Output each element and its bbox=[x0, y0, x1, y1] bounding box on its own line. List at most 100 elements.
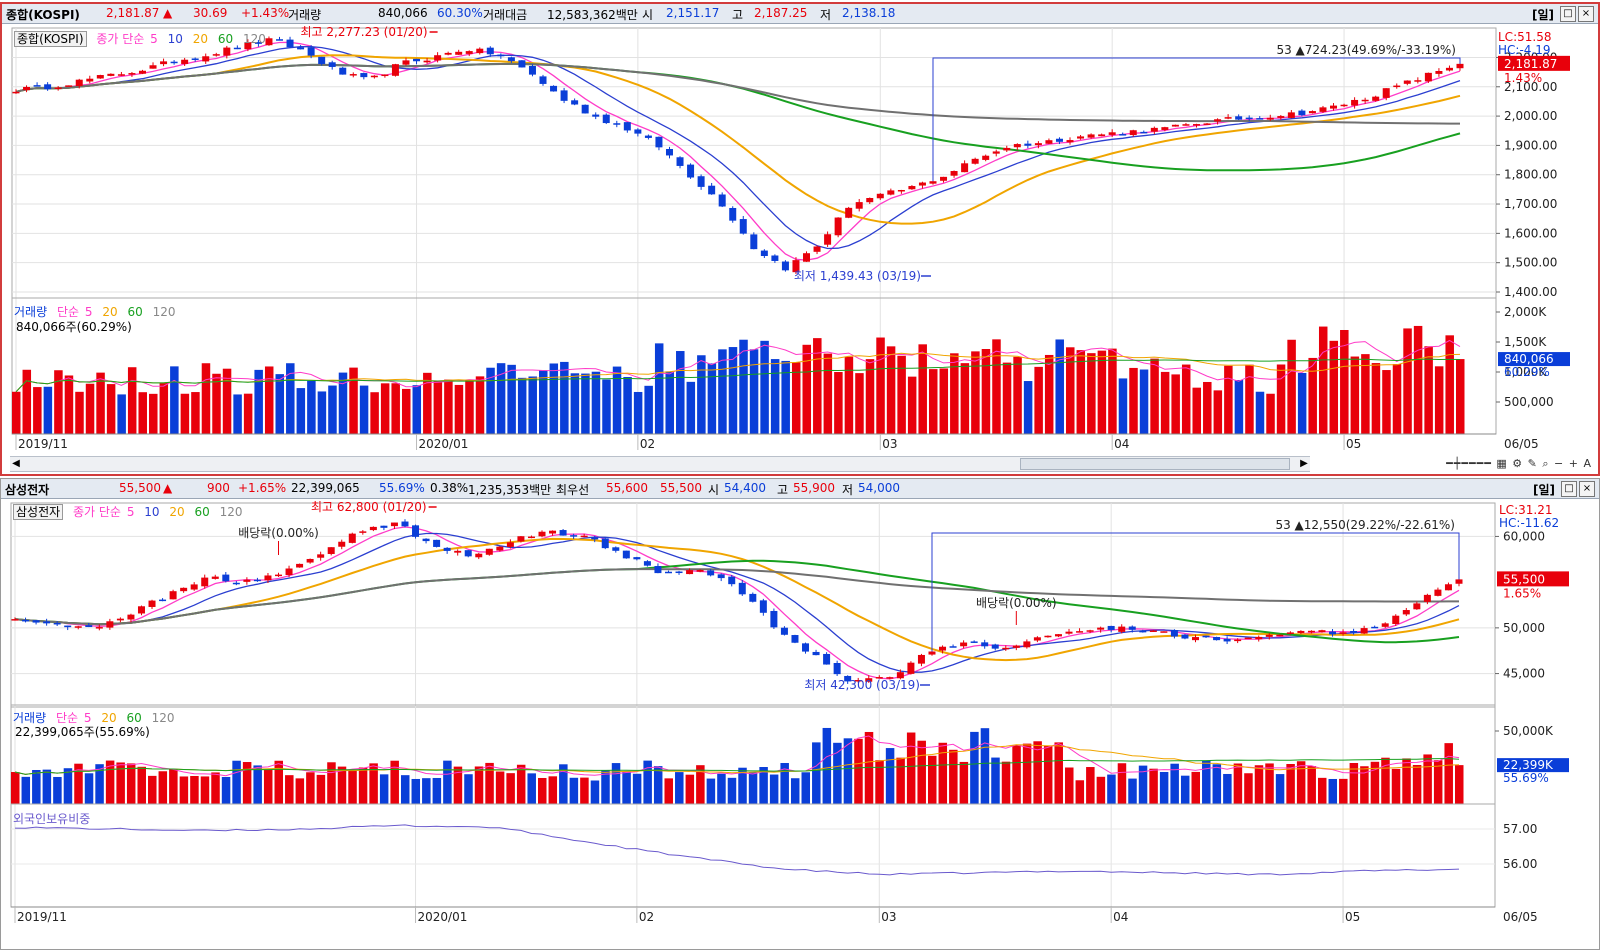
candle-body bbox=[1414, 80, 1422, 82]
volume-bar bbox=[138, 392, 147, 434]
candle-body bbox=[454, 550, 462, 553]
price-tag: 2,181.87 bbox=[1504, 57, 1557, 71]
candle-body bbox=[1318, 630, 1326, 633]
volume-bar bbox=[791, 362, 801, 434]
volume-bar bbox=[748, 772, 758, 804]
volume-bar bbox=[116, 762, 125, 804]
volume-bar bbox=[159, 383, 169, 434]
period-button[interactable]: [일] bbox=[1532, 483, 1555, 497]
candle-body bbox=[223, 47, 231, 56]
price-tick-label: 1,600.00 bbox=[1504, 226, 1557, 240]
volume-bar bbox=[602, 379, 611, 434]
kospi-scrollbar[interactable]: ◀ ▶ bbox=[10, 456, 1310, 472]
volume-legend-ma60: 60 bbox=[126, 711, 142, 725]
x-axis-date-label: 06/05 bbox=[1503, 910, 1538, 924]
volume-bar bbox=[43, 386, 53, 434]
dividend-annotation: 배당락(0.00%) bbox=[238, 526, 319, 540]
window-controls: □ × bbox=[1558, 5, 1594, 22]
candle-body bbox=[95, 627, 103, 629]
candle-body bbox=[85, 625, 93, 628]
candle-body bbox=[443, 547, 451, 551]
close-icon[interactable]: × bbox=[1579, 481, 1595, 497]
volume-bar bbox=[474, 766, 484, 804]
volume-bar bbox=[432, 777, 442, 804]
candle-body bbox=[918, 182, 926, 186]
restore-icon[interactable]: □ bbox=[1561, 481, 1577, 497]
volume-bar bbox=[696, 765, 705, 804]
volume-bar bbox=[790, 778, 800, 804]
lc-value: LC:51.58 bbox=[1498, 30, 1552, 44]
volume-bar bbox=[1339, 778, 1348, 804]
ma120-line bbox=[14, 568, 1459, 626]
volume-bar bbox=[12, 391, 21, 434]
candle-body bbox=[212, 54, 220, 56]
volume-bar bbox=[528, 376, 537, 434]
candle-body bbox=[1350, 631, 1358, 633]
range-annotation: 53 ▲12,550(29.22%/-22.61%) bbox=[1275, 518, 1455, 532]
scroll-thumb[interactable] bbox=[1020, 458, 1290, 470]
volume-bar bbox=[1392, 364, 1402, 434]
volume-bar bbox=[664, 778, 673, 804]
high-label: 고 bbox=[732, 8, 744, 22]
candle-body bbox=[244, 42, 252, 50]
volume-bar bbox=[855, 373, 864, 434]
volume-bar bbox=[254, 369, 263, 434]
volume-bar bbox=[1223, 773, 1232, 804]
candle-body bbox=[982, 155, 990, 160]
volume-bar bbox=[770, 359, 780, 434]
volume-bar bbox=[105, 760, 115, 804]
candle-body bbox=[1054, 634, 1062, 637]
candle-body bbox=[623, 122, 631, 131]
x-axis-label: 05 bbox=[1346, 437, 1361, 451]
volume-bar bbox=[390, 760, 399, 804]
zoom-slider-icon[interactable]: ━┿━━━━ bbox=[1446, 457, 1492, 470]
candle-body bbox=[306, 558, 314, 563]
volume-ma60-line bbox=[15, 358, 1461, 393]
volume-bar bbox=[242, 762, 252, 804]
scroll-right-icon[interactable]: ▶ bbox=[1300, 458, 1308, 469]
dividend-annotation: 배당락(0.00%) bbox=[976, 596, 1057, 610]
symbol-name[interactable]: 종합(KOSPI) bbox=[6, 8, 80, 22]
tool-grid-icon[interactable]: ▦ bbox=[1496, 457, 1508, 470]
volume-bar bbox=[1254, 765, 1264, 804]
legend-ma5: 5 bbox=[150, 32, 158, 46]
volume-legend-ma-label: 단순 bbox=[56, 305, 80, 319]
legend-symbol-tag[interactable]: 삼성전자 bbox=[13, 504, 64, 520]
scroll-left-icon[interactable]: ◀ bbox=[12, 458, 20, 469]
volume-bar bbox=[591, 371, 601, 434]
restore-icon[interactable]: □ bbox=[1560, 6, 1576, 22]
volume-bar bbox=[1456, 359, 1465, 434]
tool-settings-icon[interactable]: ⚙ bbox=[1512, 457, 1524, 470]
volume-bar bbox=[1412, 765, 1422, 804]
period-button[interactable]: [일] bbox=[1531, 8, 1554, 22]
candle-body bbox=[359, 531, 367, 533]
price-change: 30.69 bbox=[193, 6, 228, 20]
zoom-in-icon[interactable]: + bbox=[1568, 457, 1579, 470]
x-axis-label: 05 bbox=[1345, 910, 1360, 924]
legend-symbol-tag[interactable]: 종합(KOSPI) bbox=[14, 31, 87, 47]
auto-scale-icon[interactable]: A bbox=[1583, 457, 1592, 470]
volume-bar bbox=[85, 383, 95, 434]
x-axis-label: 03 bbox=[882, 437, 897, 451]
volume-bar bbox=[1329, 340, 1339, 434]
legend-ma-label: 종가 단순 bbox=[73, 505, 121, 519]
candle-body bbox=[834, 217, 842, 236]
symbol-name[interactable]: 삼성전자 bbox=[5, 483, 50, 497]
candle-body bbox=[391, 64, 399, 76]
candle-body bbox=[1076, 631, 1084, 633]
candle-body bbox=[1435, 70, 1443, 74]
current-price: 2,181.87 bbox=[106, 6, 160, 20]
volume-bar bbox=[1424, 346, 1433, 434]
volume-bar bbox=[960, 363, 970, 434]
close-icon[interactable]: × bbox=[1578, 6, 1594, 22]
tool-draw-icon[interactable]: ✎ bbox=[1527, 457, 1538, 470]
volume-bar bbox=[1391, 768, 1401, 804]
volume-ratio: 55.69% bbox=[379, 481, 425, 495]
candle-body bbox=[254, 42, 262, 44]
tool-magnify-icon[interactable]: ⌕ bbox=[1542, 457, 1550, 470]
candle-body bbox=[970, 641, 978, 643]
price-tag-box bbox=[1498, 55, 1570, 71]
volume-bar bbox=[316, 774, 326, 804]
zoom-out-icon[interactable]: − bbox=[1554, 457, 1565, 470]
candle-body bbox=[1065, 631, 1073, 634]
